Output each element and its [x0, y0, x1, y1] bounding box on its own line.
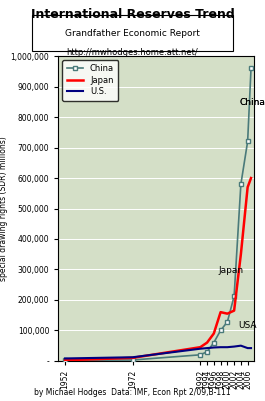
China	[226, 320, 229, 324]
Japan	[199, 345, 202, 350]
U.S.	[249, 346, 253, 350]
Text: http://mwhodges.home.att.net/: http://mwhodges.home.att.net/	[67, 48, 198, 57]
China	[232, 294, 236, 299]
Text: Japan: Japan	[219, 265, 244, 275]
U.S.	[212, 345, 215, 350]
Japan	[131, 355, 134, 360]
Text: China: China	[239, 98, 265, 107]
China	[199, 352, 202, 357]
Japan	[232, 308, 236, 313]
Text: by Michael Hodges  Data: IMF, Econ Rpt 2/09,B-111: by Michael Hodges Data: IMF, Econ Rpt 2/…	[34, 388, 231, 397]
Text: China: China	[239, 98, 265, 107]
Text: International Reserves Trend: International Reserves Trend	[31, 8, 234, 21]
China	[64, 358, 67, 363]
U.S.	[246, 346, 249, 350]
Text: Grandfather Economic Report: Grandfather Economic Report	[65, 29, 200, 38]
Line: China: China	[63, 66, 253, 363]
Japan	[226, 311, 229, 316]
Japan	[239, 252, 242, 257]
Japan	[249, 176, 253, 180]
Text: USA: USA	[238, 321, 257, 330]
China	[249, 66, 253, 71]
U.S.	[131, 355, 134, 360]
Japan	[219, 310, 222, 314]
Japan	[205, 340, 209, 345]
China	[205, 349, 209, 354]
China	[219, 328, 222, 333]
Y-axis label: special drawing rights (SDR) millions): special drawing rights (SDR) millions)	[0, 136, 8, 281]
U.S.	[232, 344, 236, 349]
Japan	[212, 331, 215, 336]
FancyBboxPatch shape	[32, 14, 233, 51]
U.S.	[205, 346, 209, 350]
U.S.	[199, 346, 202, 351]
U.S.	[219, 345, 222, 350]
Legend: China, Japan, U.S.: China, Japan, U.S.	[63, 60, 118, 101]
China	[239, 182, 242, 186]
U.S.	[64, 356, 67, 361]
U.S.	[226, 345, 229, 350]
Japan	[64, 358, 67, 363]
Japan	[246, 185, 249, 190]
China	[131, 358, 134, 363]
Line: Japan: Japan	[65, 178, 251, 360]
Line: U.S.: U.S.	[65, 346, 251, 358]
U.S.	[239, 343, 242, 348]
China	[246, 139, 249, 144]
China	[212, 340, 215, 345]
